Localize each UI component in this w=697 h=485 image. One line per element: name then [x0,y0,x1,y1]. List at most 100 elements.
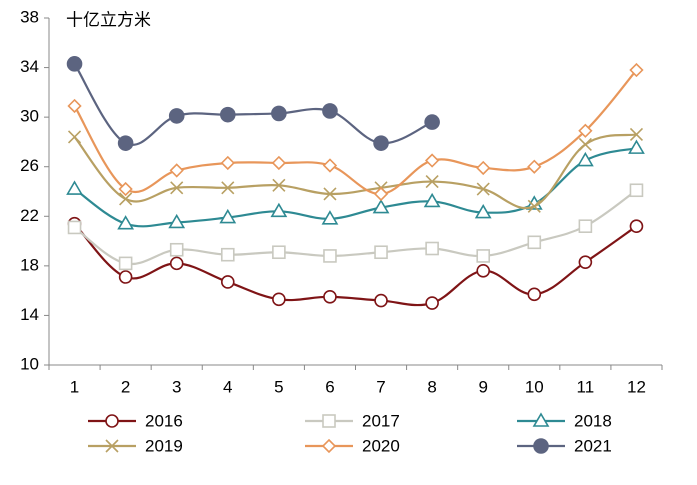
marker [321,438,337,454]
legend-item: 2016 [88,411,183,430]
legend-label: 2020 [362,436,400,455]
y-tick-label: 22 [20,206,39,225]
marker [527,287,542,302]
marker [169,256,184,271]
marker [168,108,185,124]
marker [67,98,82,114]
marker [168,213,186,229]
x-tick-label: 3 [172,377,181,396]
x-tick-label: 11 [577,377,595,396]
y-tick-label: 18 [20,255,39,274]
marker [117,215,135,230]
marker [629,127,644,142]
x-tick-label: 7 [376,377,385,396]
x-tick-label: 12 [627,377,646,396]
marker [374,293,388,308]
marker [527,159,542,174]
marker [476,249,491,263]
marker [105,439,119,453]
marker [323,290,337,304]
series-line [73,189,638,266]
marker [424,114,440,130]
marker [533,438,549,454]
marker [372,199,390,214]
marker [322,103,338,119]
x-tick-label: 10 [525,377,544,396]
marker [66,180,83,195]
marker [476,182,490,196]
marker [270,202,288,218]
legend-item: 2019 [88,436,183,455]
y-tick-label: 14 [20,305,39,324]
marker [118,181,133,197]
marker [221,181,235,195]
marker [628,139,645,154]
marker [67,130,82,144]
marker [220,247,235,262]
marker [323,187,337,201]
y-tick-label: 34 [20,57,39,76]
marker [220,275,235,289]
marker [272,292,286,307]
marker [476,264,491,278]
marker [117,135,134,151]
marker [476,160,491,176]
marker [272,178,286,192]
marker [373,186,389,202]
marker [423,192,441,208]
marker [425,241,439,256]
marker [374,245,388,260]
marker [576,151,594,167]
marker [169,242,184,257]
legend-item: 2017 [305,411,400,430]
legend-item: 2020 [305,436,400,455]
legend-label: 2017 [362,411,400,430]
x-tick-label: 8 [427,377,436,396]
series-line [73,222,638,307]
x-tick-label: 1 [70,377,79,396]
marker [323,249,337,263]
legend-item: 2018 [517,411,612,430]
marker [219,106,236,123]
marker [219,208,237,224]
y-axis-label: 十亿立方米 [66,10,151,29]
marker [629,219,644,233]
marker [578,137,592,151]
marker [578,123,593,138]
marker [170,181,184,195]
legend-label: 2019 [145,436,183,455]
marker [118,270,133,284]
marker [169,163,184,178]
y-tick-label: 30 [20,107,39,126]
marker [118,256,133,271]
marker [424,153,440,168]
marker [66,56,83,72]
series-line [73,69,638,196]
y-tick-label: 38 [20,7,39,26]
marker [322,158,338,173]
x-tick-label: 6 [325,377,334,396]
marker [629,62,644,78]
y-tick-label: 10 [20,354,39,373]
legend-item: 2021 [517,436,612,455]
x-tick-label: 2 [121,377,130,396]
marker [629,183,644,198]
marker [425,296,439,310]
marker [532,412,550,427]
legend-label: 2021 [574,436,612,455]
marker [119,192,133,206]
marker [67,220,82,235]
legend-label: 2016 [145,411,183,430]
x-tick-label: 5 [274,377,283,396]
legend-label: 2018 [574,411,612,430]
marker [578,219,593,233]
marker [474,203,492,219]
x-tick-label: 4 [223,377,232,396]
marker [527,235,542,250]
marker [527,199,541,213]
marker [373,135,389,151]
series-line [73,63,433,146]
marker [271,105,287,122]
marker [322,414,336,428]
